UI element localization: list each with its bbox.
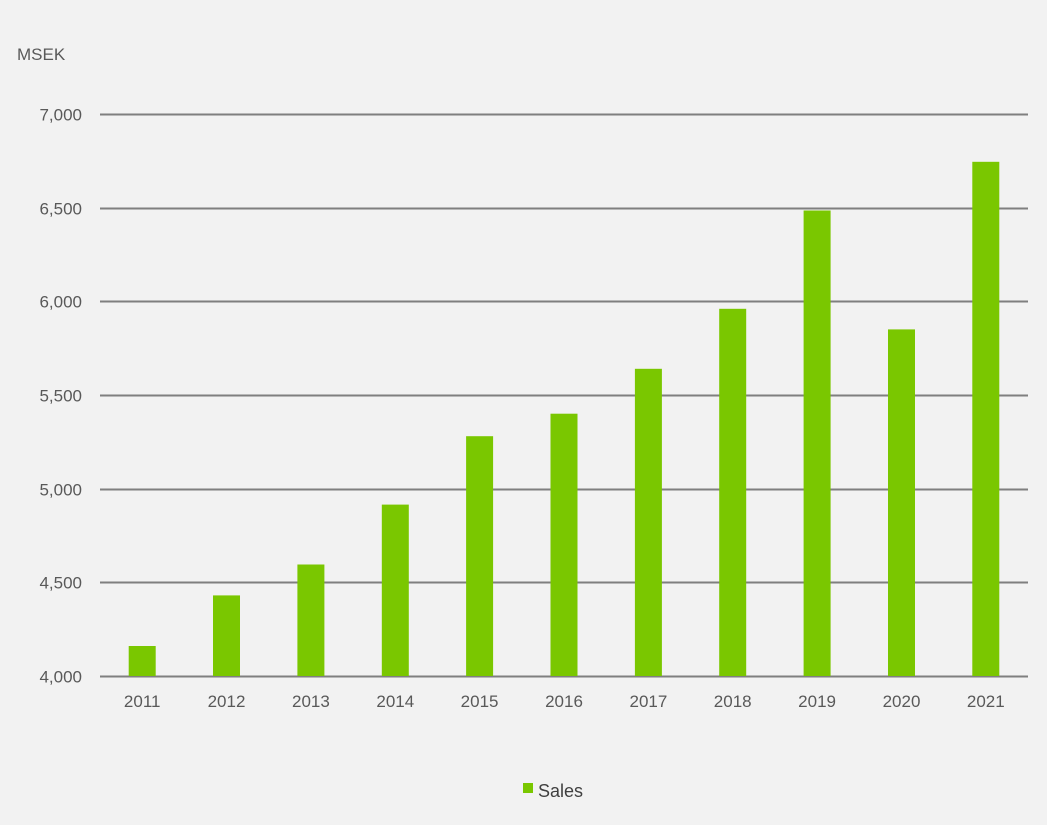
x-tick-label: 2021 bbox=[967, 692, 1005, 711]
bar-2012 bbox=[213, 595, 240, 676]
x-tick-label: 2017 bbox=[629, 692, 667, 711]
y-tick-label: 6,000 bbox=[39, 293, 82, 312]
bar-2013 bbox=[297, 564, 325, 676]
bars bbox=[128, 161, 1000, 677]
legend-swatch-sales bbox=[523, 783, 533, 793]
y-tick-label: 4,500 bbox=[39, 574, 82, 593]
bar-2021 bbox=[972, 161, 1000, 677]
bar-2017 bbox=[634, 368, 662, 676]
y-tick-label: 4,000 bbox=[39, 668, 82, 687]
x-tick-label: 2013 bbox=[292, 692, 330, 711]
x-axis-ticks: 2011 2012 2013 2014 2015 2016 2017 2018 2019 2020… bbox=[124, 692, 1005, 711]
y-tick-label: 5,500 bbox=[39, 387, 82, 406]
bar-2019 bbox=[803, 210, 831, 676]
x-tick-label: 2014 bbox=[376, 692, 414, 711]
y-axis-ticks: 4,000 4,500 5,000 5,500 6,000 6,500 7,000 bbox=[39, 106, 82, 687]
bar-2014 bbox=[381, 504, 409, 676]
y-tick-label: 6,500 bbox=[39, 200, 82, 219]
x-tick-label: 2012 bbox=[208, 692, 246, 711]
x-tick-label: 2016 bbox=[545, 692, 583, 711]
legend: Sales bbox=[523, 781, 583, 801]
x-tick-label: 2011 bbox=[124, 692, 161, 711]
x-tick-label: 2019 bbox=[798, 692, 836, 711]
legend-label-sales: Sales bbox=[538, 781, 583, 801]
x-tick-label: 2020 bbox=[883, 692, 921, 711]
y-tick-label: 7,000 bbox=[39, 106, 82, 125]
x-tick-label: 2018 bbox=[714, 692, 752, 711]
bar-2020 bbox=[888, 329, 915, 676]
y-axis-unit-label: MSEK bbox=[17, 45, 66, 64]
bar-2018 bbox=[719, 308, 747, 676]
x-tick-label: 2015 bbox=[461, 692, 499, 711]
bar-2011 bbox=[128, 646, 156, 676]
bar-2016 bbox=[550, 413, 578, 676]
y-tick-label: 5,000 bbox=[39, 481, 82, 500]
bar-2015 bbox=[466, 436, 494, 676]
